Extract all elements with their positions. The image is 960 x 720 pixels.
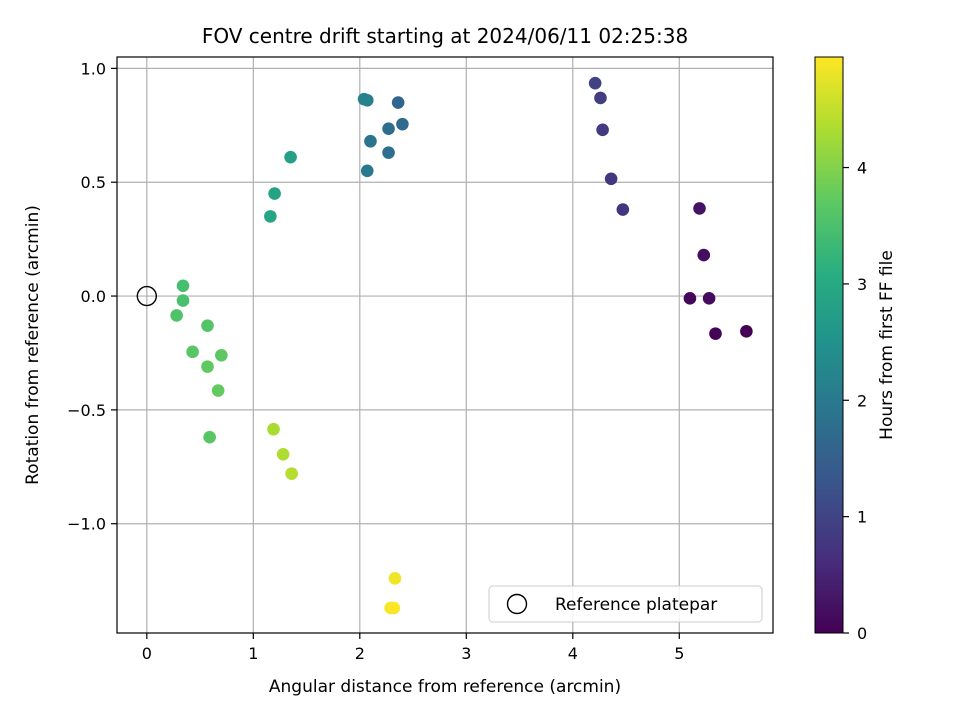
data-point: [588, 76, 602, 90]
legend-label: Reference platepar: [555, 595, 717, 615]
y-tick-label: 0.5: [81, 173, 106, 192]
x-tick-label: 3: [461, 644, 471, 663]
colorbar-tick-label: 1: [857, 508, 867, 527]
data-point: [211, 384, 225, 397]
data-point: [276, 447, 290, 461]
data-point: [201, 319, 214, 332]
colorbar-tick-label: 3: [857, 275, 867, 294]
data-point: [697, 248, 711, 262]
data-point: [683, 292, 697, 305]
y-tick-label: −1.0: [67, 515, 106, 534]
data-point: [215, 348, 228, 362]
legend: Reference platepar: [488, 585, 763, 623]
x-tick-label: 0: [142, 644, 152, 663]
data-point: [709, 327, 722, 340]
x-tick-label: 4: [568, 644, 578, 663]
y-axis-label: Rotation from reference (arcmin): [23, 205, 43, 485]
data-point: [203, 430, 216, 444]
x-tick-label: 1: [248, 644, 258, 663]
colorbar-tick-label: 2: [857, 391, 867, 410]
reference-platepar-marker: [136, 285, 158, 307]
data-point: [382, 146, 395, 159]
grid-lines: [117, 57, 773, 633]
colorbar-label: Hours from first FF file: [877, 250, 897, 440]
data-point: [186, 345, 199, 359]
data-point: [388, 572, 402, 585]
data-point: [596, 123, 609, 137]
colorbar-ticks: 0 1 2 3 4: [843, 159, 867, 643]
data-point: [702, 292, 716, 305]
colorbar-tick-label: 4: [857, 159, 867, 178]
y-tick-label: 0.0: [81, 287, 106, 306]
data-point: [382, 122, 395, 136]
x-axis-ticks: 0 1 2 3 4 5: [142, 633, 684, 663]
data-point: [268, 187, 281, 200]
plot-frame: [116, 56, 774, 634]
data-point: [264, 210, 277, 223]
data-point: [364, 134, 377, 148]
data-point: [391, 96, 405, 109]
data-point: [693, 202, 706, 215]
data-point: [594, 91, 607, 105]
y-tick-label: 1.0: [81, 59, 106, 78]
data-point: [267, 422, 280, 436]
legend-marker-icon: [506, 593, 528, 615]
colorbar-gradient: [814, 56, 844, 634]
y-axis-ticks: −1.0 −0.5 0.0 0.5 1.0: [67, 59, 117, 534]
data-point: [201, 360, 214, 373]
x-tick-label: 5: [674, 644, 684, 663]
chart-title: FOV centre drift starting at 2024/06/11 …: [202, 24, 688, 48]
data-point: [176, 279, 190, 293]
x-tick-label: 2: [355, 644, 365, 663]
data-point: [740, 325, 753, 338]
data-point: [170, 309, 183, 322]
data-points: [170, 76, 753, 615]
data-point: [360, 164, 374, 178]
colorbar: 0 1 2 3 4 Hours from first FF file: [814, 56, 897, 643]
data-point: [176, 294, 190, 307]
x-axis-label: Angular distance from reference (arcmin): [269, 677, 621, 697]
data-point: [604, 172, 618, 186]
data-point: [284, 150, 297, 164]
colorbar-tick-label: 0: [857, 624, 867, 643]
data-point: [387, 601, 401, 615]
legend-box: [488, 585, 763, 623]
data-point: [357, 92, 371, 106]
data-point: [616, 203, 630, 216]
data-point: [285, 467, 298, 480]
data-point: [396, 117, 409, 131]
reference-marker-layer: [136, 285, 158, 307]
y-tick-label: −0.5: [67, 401, 106, 420]
